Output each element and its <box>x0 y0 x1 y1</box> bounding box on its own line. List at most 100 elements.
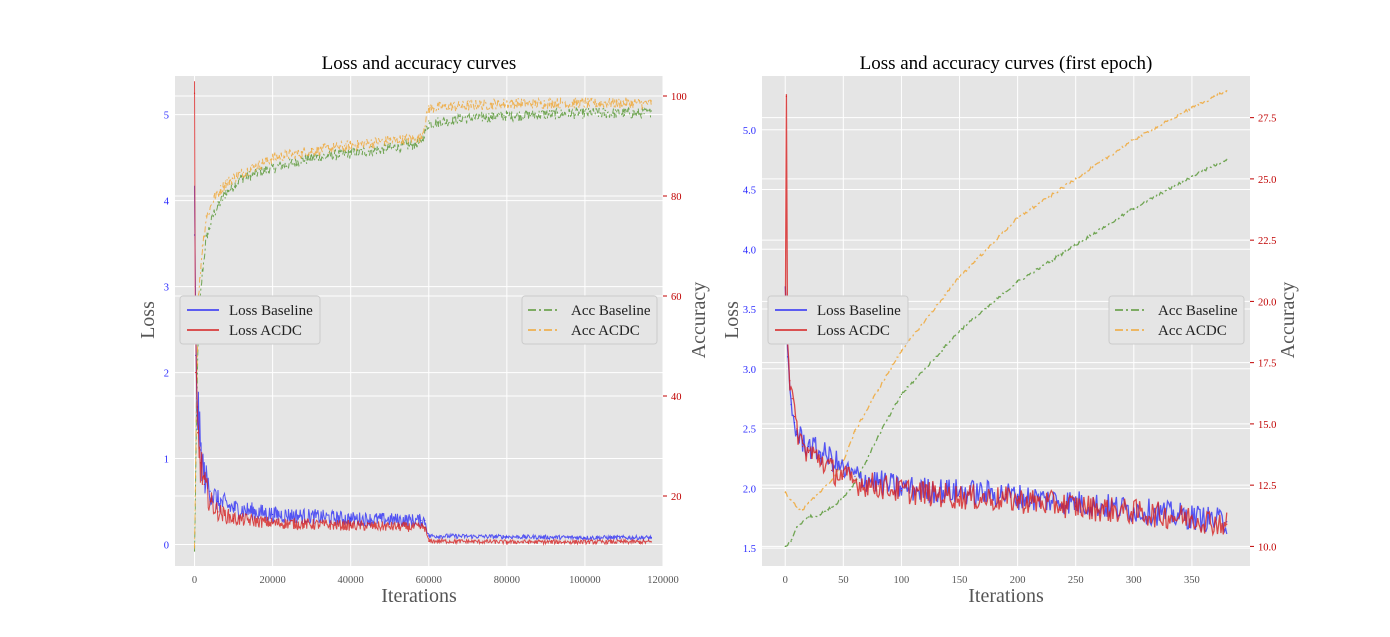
right-series-group <box>784 90 1228 548</box>
y-right-tick-label: 15.0 <box>1258 420 1276 431</box>
data-point <box>428 540 430 542</box>
data-point <box>232 507 235 510</box>
data-point <box>958 276 961 278</box>
data-point <box>854 430 856 432</box>
data-point <box>650 537 652 539</box>
data-point <box>819 513 821 516</box>
data-point <box>900 487 903 489</box>
data-point <box>784 491 786 494</box>
data-point <box>506 536 508 538</box>
y-right-tick-label: 60 <box>671 292 682 303</box>
x-tick-label: 0 <box>192 575 197 586</box>
x-tick-label: 20000 <box>259 575 285 586</box>
left-legend-acc: Acc Baseline Acc ACDC <box>521 295 658 345</box>
data-point <box>793 416 796 418</box>
data-point <box>819 451 821 454</box>
data-point <box>819 457 821 460</box>
data-point <box>205 215 207 217</box>
series-line-loss-baseline <box>194 185 652 542</box>
data-point <box>193 545 196 547</box>
data-point <box>272 513 274 516</box>
data-point <box>584 541 586 543</box>
data-point <box>831 506 833 508</box>
data-point <box>807 501 810 503</box>
data-point <box>201 245 203 247</box>
data-point <box>831 469 833 471</box>
series-line-loss-acdc <box>194 81 652 546</box>
y-right-tick-label: 10.0 <box>1258 542 1276 553</box>
legend-label-loss-acdc: Loss ACDC <box>817 323 890 339</box>
data-point <box>1017 281 1019 283</box>
data-point <box>1191 107 1193 109</box>
data-point <box>1017 496 1019 498</box>
data-point <box>802 509 804 511</box>
left-y-axis-label: Loss <box>137 301 159 339</box>
y-right-tick-label: 12.5 <box>1258 481 1276 492</box>
y-tick-label: 3 <box>164 283 169 294</box>
data-point <box>389 145 391 147</box>
data-point <box>584 537 586 539</box>
data-point <box>193 550 196 552</box>
y-tick-label: 5 <box>164 111 169 122</box>
data-point <box>217 511 219 513</box>
data-point <box>1226 523 1228 525</box>
data-point <box>1017 499 1019 501</box>
data-point <box>467 115 469 117</box>
data-point <box>784 545 786 548</box>
data-point <box>420 135 422 137</box>
right-y2-axis-label: Accuracy <box>1277 282 1299 359</box>
data-point <box>1133 139 1135 141</box>
data-point <box>420 526 422 528</box>
y-tick-label: 4.0 <box>743 245 756 256</box>
data-point <box>203 483 205 485</box>
data-point <box>791 398 793 400</box>
data-point <box>205 235 207 237</box>
data-point <box>467 102 469 105</box>
y-tick-label: 1.5 <box>743 544 756 555</box>
y-tick-label: 2.5 <box>743 425 756 436</box>
left-grid <box>175 76 664 566</box>
data-point <box>650 110 652 112</box>
data-point <box>807 445 810 448</box>
data-point <box>1017 217 1019 219</box>
data-point <box>350 142 352 145</box>
series-line-acc-acdc <box>194 96 652 549</box>
data-point <box>807 451 810 454</box>
left-x-axis-label: Iterations <box>381 585 457 607</box>
data-point <box>831 457 833 460</box>
data-point <box>1191 175 1193 178</box>
right-legend-acc: Acc Baseline Acc ACDC <box>1108 295 1245 345</box>
data-point <box>195 371 197 374</box>
data-point <box>311 155 313 157</box>
y-right-tick-label: 27.5 <box>1258 114 1276 125</box>
x-tick-label: 120000 <box>647 575 679 586</box>
data-point <box>424 519 426 522</box>
data-point <box>854 481 856 483</box>
data-point <box>650 100 652 102</box>
data-point <box>217 500 219 503</box>
data-point <box>1133 511 1135 513</box>
legend-label-loss-baseline: Loss Baseline <box>229 303 313 319</box>
series-line-acc-acdc <box>784 90 1228 511</box>
data-point <box>201 270 203 272</box>
series-line-acc-baseline <box>194 106 652 552</box>
data-point <box>789 380 791 382</box>
legend-label-acc-baseline: Acc Baseline <box>1158 303 1238 319</box>
y-right-tick-label: 17.5 <box>1258 359 1276 370</box>
data-point <box>584 110 586 112</box>
left-legend-loss: Loss Baseline Loss ACDC <box>179 295 321 345</box>
data-point <box>1133 207 1135 209</box>
data-point <box>796 526 798 528</box>
data-point <box>428 105 430 107</box>
legend-box <box>1108 295 1245 345</box>
y-right-tick-label: 40 <box>671 392 682 403</box>
data-point <box>199 462 201 464</box>
data-point <box>900 490 903 492</box>
y-tick-label: 1 <box>164 455 169 466</box>
x-tick-label: 100 <box>894 575 910 586</box>
legend-box <box>179 295 321 345</box>
x-tick-label: 80000 <box>494 575 520 586</box>
data-point <box>796 506 798 508</box>
data-point <box>506 541 508 543</box>
